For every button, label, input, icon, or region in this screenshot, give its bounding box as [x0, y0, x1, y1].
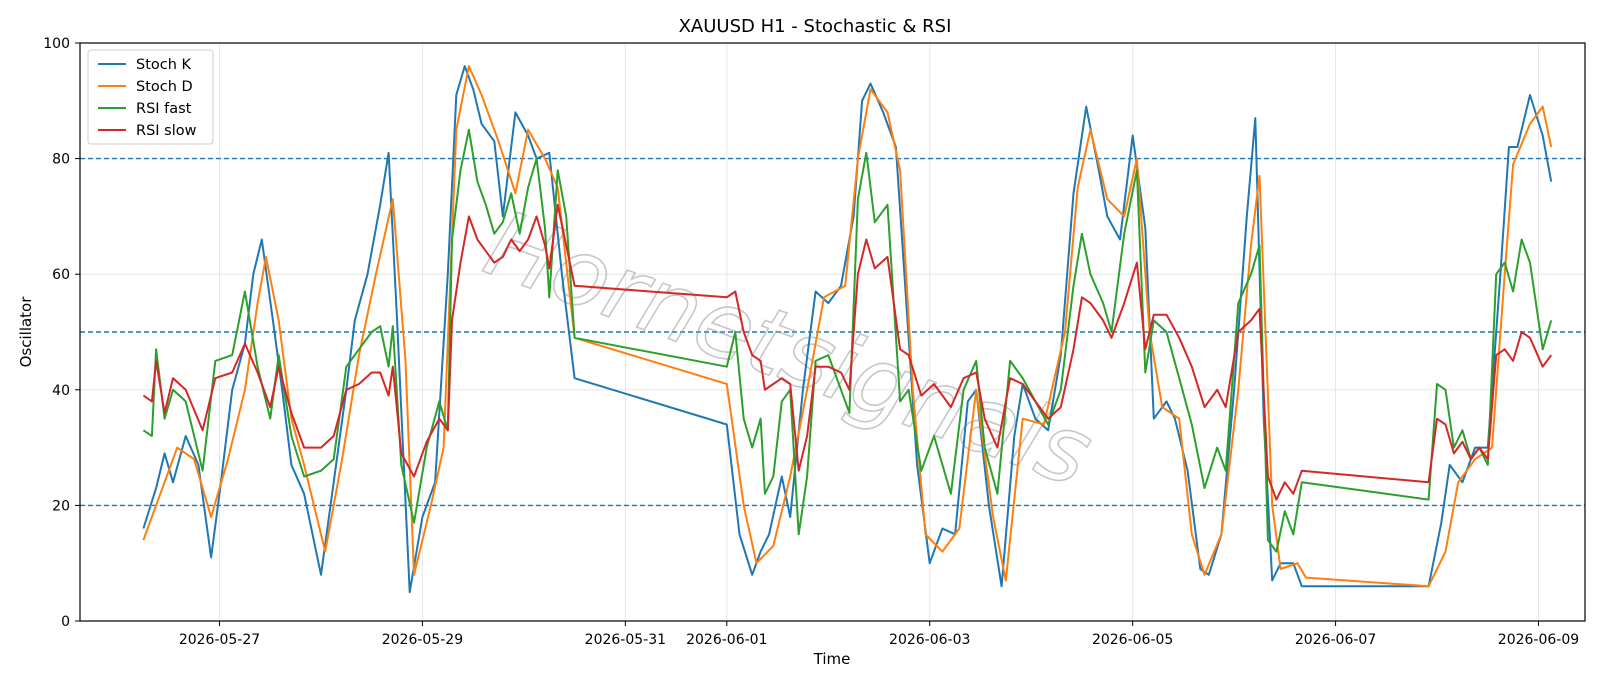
x-axis-label: Time [813, 650, 851, 668]
plot-frame [79, 42, 1586, 622]
legend-label: Stoch K [136, 57, 192, 73]
series-line-rsi-fast [142, 128, 1553, 553]
series-line-stoch-d [142, 65, 1553, 588]
x-tick-label: 2026-06-03 [889, 632, 970, 648]
legend-label: RSI slow [136, 123, 197, 139]
x-tick-label: 2026-06-09 [1498, 632, 1579, 648]
legend-label: RSI fast [136, 101, 192, 117]
series-lines [142, 65, 1553, 594]
series-line-rsi-slow [142, 203, 1553, 501]
x-tick-label: 2026-06-05 [1092, 632, 1173, 648]
y-tick-label: 20 [52, 498, 70, 514]
legend-label: Stoch D [136, 79, 193, 95]
x-tick-label: 2026-06-01 [686, 632, 767, 648]
x-tick-label: 2026-05-31 [585, 632, 666, 648]
x-tick-label: 2026-05-27 [179, 632, 260, 648]
y-axis-label: Oscillator [17, 296, 35, 368]
legend-box [87, 49, 214, 145]
chart-title: XAUUSD H1 - Stochastic & RSI [679, 16, 952, 37]
x-axis-ticks: 2026-05-27 2026-05-29 2026-05-31 2026-06-01… [179, 621, 1579, 648]
x-tick-label: 2026-05-29 [382, 632, 463, 648]
y-tick-label: 40 [52, 383, 70, 399]
x-tick-label: 2026-06-07 [1295, 632, 1376, 648]
y-tick-label: 0 [61, 614, 70, 630]
y-tick-label: 80 [52, 152, 70, 168]
y-tick-label: 60 [52, 267, 70, 283]
y-axis-ticks: 0 20 40 60 80 100 [43, 36, 80, 630]
y-tick-label: 100 [43, 36, 70, 52]
legend: Stoch K Stoch D RSI fast RSI slow [87, 49, 214, 145]
